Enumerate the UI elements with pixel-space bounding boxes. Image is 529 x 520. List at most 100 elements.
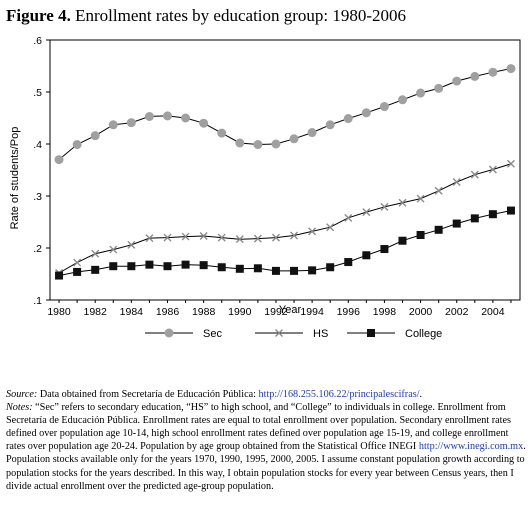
y-axis-label: Rate of students/Pop — [9, 127, 21, 230]
data-point-sec — [325, 120, 335, 130]
x-marker-stroke — [181, 232, 190, 241]
data-point-sec — [307, 128, 317, 138]
data-point-hs — [163, 233, 172, 242]
data-point-sec — [289, 134, 299, 144]
data-point-hs — [308, 227, 317, 236]
notes-label: Notes: — [6, 402, 33, 414]
data-point-college — [55, 271, 64, 280]
x-tick-label: 1990 — [228, 306, 252, 318]
data-point-college — [488, 210, 497, 219]
x-marker-stroke — [253, 234, 262, 243]
legend-label-hs: HS — [313, 328, 328, 340]
x-tick-label: 1996 — [337, 306, 361, 318]
x-marker-stroke — [344, 213, 353, 222]
figure-notes: Source: Data obtained from Secretaría de… — [6, 388, 526, 493]
data-point-hs — [326, 223, 335, 232]
notes-inegi: INEGI — [388, 441, 417, 453]
data-point-college — [470, 214, 479, 223]
data-point-hs — [362, 208, 371, 217]
data-point-hs — [416, 194, 425, 203]
data-point-sec — [253, 140, 263, 150]
legend-marker-sec — [164, 328, 174, 338]
data-point-sec — [235, 138, 245, 148]
source-link[interactable]: http://168.255.106.22/principalescifras/ — [258, 389, 420, 400]
legend-marker-hs — [275, 329, 283, 337]
data-point-sec — [506, 64, 516, 74]
data-point-hs — [253, 234, 262, 243]
notes-link[interactable]: http://www.inegi.com.mx — [418, 441, 524, 453]
x-marker-stroke — [145, 234, 154, 243]
x-marker-stroke — [308, 227, 317, 236]
data-point-hs — [290, 231, 299, 240]
data-point-college — [308, 266, 317, 275]
x-marker-stroke — [326, 223, 335, 232]
data-point-college — [91, 265, 100, 274]
data-point-college — [452, 219, 461, 228]
data-point-college — [416, 231, 425, 239]
notes-text-4: . Population stocks available only for t… — [6, 441, 526, 492]
data-point-college — [362, 251, 371, 260]
data-point-college — [380, 245, 389, 254]
legend-label-sec: Sec — [203, 328, 222, 340]
x-tick-label: 1994 — [300, 306, 324, 318]
data-point-college — [326, 263, 335, 272]
figure-title-text: Enrollment rates by education group: 198… — [75, 6, 407, 25]
data-point-college — [235, 264, 244, 273]
data-point-college — [506, 206, 515, 215]
data-point-hs — [344, 213, 353, 222]
data-point-sec — [144, 111, 154, 121]
source-label: Source: — [6, 389, 38, 400]
data-point-college — [145, 260, 154, 269]
plot-frame — [49, 39, 521, 301]
x-marker-stroke — [73, 258, 82, 267]
legend-label-college: College — [405, 328, 442, 340]
x-marker-stroke — [235, 235, 244, 244]
notes-text-1: “Sec” refers to secondary education, “ — [32, 402, 191, 414]
data-point-sec — [72, 140, 82, 150]
notes-hs: HS — [190, 402, 204, 414]
data-point-sec — [90, 131, 100, 141]
x-marker-stroke — [199, 232, 208, 241]
data-point-college — [127, 262, 136, 271]
x-tick-label: 1988 — [192, 306, 216, 318]
data-point-hs — [271, 233, 280, 242]
data-point-hs — [73, 258, 82, 267]
series-line-college — [58, 210, 512, 277]
data-point-sec — [199, 118, 209, 128]
y-tick-label: .3 — [33, 191, 42, 203]
data-point-college — [253, 264, 262, 273]
data-point-hs — [109, 245, 118, 254]
x-tick-label: 2002 — [445, 306, 469, 318]
x-tick-label: 2004 — [481, 306, 505, 318]
series-college — [55, 206, 515, 280]
data-point-college — [181, 260, 190, 269]
data-point-hs — [199, 232, 208, 241]
data-point-hs — [127, 240, 136, 249]
data-point-sec — [181, 113, 191, 123]
x-tick-label: 1992 — [264, 306, 288, 318]
data-point-sec — [126, 118, 136, 128]
series-line-hs — [58, 163, 512, 274]
x-marker-stroke — [163, 233, 172, 242]
data-point-hs — [452, 177, 461, 186]
data-point-hs — [181, 232, 190, 241]
data-point-sec — [416, 88, 426, 98]
x-tick-label: 1986 — [156, 306, 180, 318]
source-end: . — [419, 389, 423, 400]
x-tick-label: 1998 — [373, 306, 397, 318]
data-point-sec — [470, 71, 480, 81]
data-point-college — [271, 266, 280, 275]
data-point-sec — [452, 76, 462, 86]
data-point-hs — [434, 186, 443, 195]
source-text: Data obtained from Secretaría de Educaci… — [37, 389, 259, 400]
data-point-hs — [380, 202, 389, 211]
data-point-hs — [506, 159, 515, 168]
data-point-college — [217, 263, 226, 272]
data-point-hs — [488, 165, 497, 174]
x-marker-stroke — [362, 208, 371, 217]
y-tick-label: .6 — [33, 35, 42, 47]
data-point-college — [163, 262, 172, 271]
data-point-college — [73, 267, 82, 276]
x-tick-label: 2000 — [409, 306, 433, 318]
data-point-hs — [91, 249, 100, 258]
